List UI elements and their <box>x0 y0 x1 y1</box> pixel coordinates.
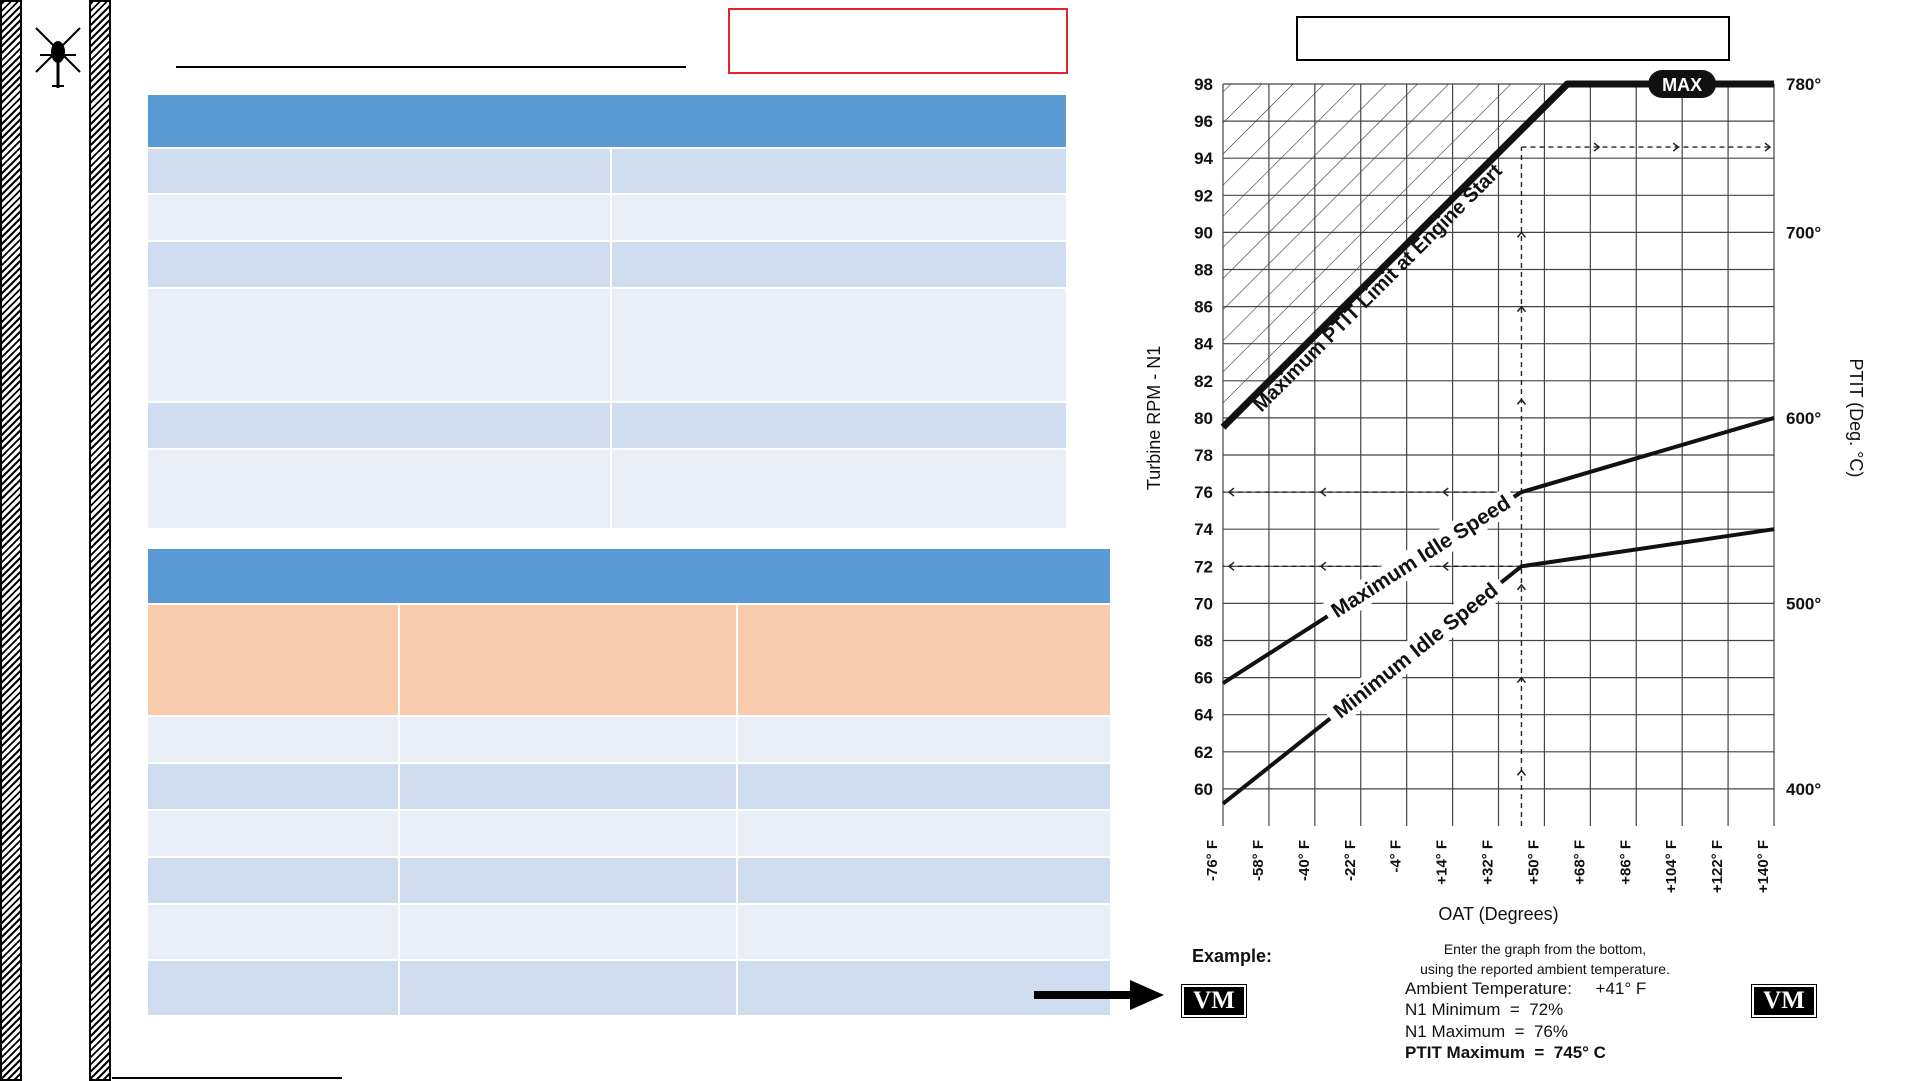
arrow-right-icon <box>1034 980 1164 1010</box>
x-tick-label: +32° F <box>1480 840 1497 885</box>
bottom-rule <box>112 1077 342 1079</box>
y-tick-label: 74 <box>1194 520 1213 539</box>
engine-start-chart: 60 62 64 66 68 70 72 74 76 78 80 82 84 86 88 90 92 94 96 98… <box>1144 70 1866 924</box>
chart-title-box <box>1296 16 1730 61</box>
limits-table <box>146 93 1068 530</box>
table-header <box>148 549 1110 603</box>
y-axis-label-left: Turbine RPM - N1 <box>1144 346 1164 490</box>
table-row <box>148 764 1110 809</box>
guide-arrow <box>1442 487 1449 497</box>
guide-arrow <box>1516 231 1527 238</box>
max-badge-bg <box>1648 70 1717 98</box>
guide-arrow <box>1442 561 1449 571</box>
y-tick-label: 78 <box>1194 446 1213 465</box>
series-label-bg <box>1322 572 1510 729</box>
y-tick-label: 76 <box>1194 483 1213 502</box>
guide-arrow <box>1516 676 1527 684</box>
x-tick-label: +140° F <box>1755 840 1772 893</box>
guide-arrow <box>1516 769 1527 776</box>
n1-minimum: N1 Minimum = 72% <box>1405 1000 1564 1019</box>
y-tick-label: 64 <box>1194 706 1213 725</box>
guide-arrow <box>1516 583 1527 591</box>
y-tick-label: 90 <box>1194 223 1213 242</box>
series-line-3 <box>1221 527 1775 806</box>
table-row <box>148 811 1110 856</box>
y-tick-label: 80 <box>1194 409 1213 428</box>
x-tick-label: +104° F <box>1663 840 1680 893</box>
table-row <box>148 289 1066 401</box>
y-tick-label: 92 <box>1194 186 1213 205</box>
guide-arrow <box>1319 561 1327 571</box>
y2-tick-label: 600° <box>1786 409 1821 428</box>
table-row <box>148 195 1066 240</box>
ambient-temperature: Ambient Temperature: +41° F <box>1405 979 1647 998</box>
x-tick-label: +86° F <box>1617 840 1634 885</box>
n1-maximum: N1 Maximum = 76% <box>1405 1022 1568 1041</box>
y2-tick-label: 700° <box>1786 223 1821 242</box>
x-tick-label: +68° F <box>1571 840 1588 885</box>
table-row <box>148 149 1066 193</box>
y-tick-label: 88 <box>1194 261 1213 280</box>
y-tick-label: 68 <box>1194 632 1213 651</box>
x-tick-label: +122° F <box>1709 840 1726 893</box>
guide-arrow <box>1764 142 1772 152</box>
y-tick-label: 96 <box>1194 112 1213 131</box>
y-tick-label: 62 <box>1194 743 1213 762</box>
x-axis-label: OAT (Degrees) <box>1438 904 1558 924</box>
title-underline <box>176 66 686 68</box>
table-header-row <box>148 605 1110 715</box>
y-tick-label: 60 <box>1194 780 1213 799</box>
x-tick-label: -58° F <box>1250 840 1267 881</box>
ptit-maximum: PTIT Maximum = 745° C <box>1405 1043 1606 1062</box>
y-tick-label: 72 <box>1194 557 1213 576</box>
example-label: Example: <box>1192 946 1273 966</box>
guide-arrow <box>1227 487 1235 497</box>
speed-table <box>146 547 1112 1017</box>
left-hatch-border <box>0 0 22 1081</box>
table-row <box>148 717 1110 762</box>
x-tick-label: +50° F <box>1525 840 1542 885</box>
x-tick-label: -4° F <box>1388 840 1405 873</box>
guide-arrow <box>1227 561 1235 571</box>
helicopter-icon <box>35 27 81 88</box>
instruction-line-1: Enter the graph from the bottom, <box>1443 941 1647 957</box>
table-row <box>148 242 1066 287</box>
y-axis-label-right: PTIT (Deg. °C) <box>1846 358 1866 477</box>
vm-badge-left: VM <box>1181 984 1247 1018</box>
y-tick-label: 86 <box>1194 298 1213 317</box>
x-tick-label: -76° F <box>1204 840 1221 881</box>
x-tick-label: -22° F <box>1342 840 1359 881</box>
y-tick-label: 84 <box>1194 335 1213 354</box>
series-label-bg <box>1320 486 1521 628</box>
table-row <box>148 858 1110 903</box>
table-row <box>148 403 1066 448</box>
table-row <box>148 905 1110 959</box>
y2-tick-label: 780° <box>1786 75 1821 94</box>
vm-badge-right: VM <box>1751 984 1817 1018</box>
guide-arrow <box>1516 305 1527 313</box>
x-tick-label: -40° F <box>1296 840 1313 881</box>
y-tick-label: 98 <box>1194 75 1213 94</box>
y2-tick-label: 500° <box>1786 594 1821 613</box>
guide-arrow <box>1593 142 1601 152</box>
x-tick-label: +14° F <box>1434 840 1451 885</box>
y2-tick-label: 400° <box>1786 780 1821 799</box>
guide-arrow <box>1319 487 1327 497</box>
y-tick-label: 70 <box>1194 594 1213 613</box>
y-tick-label: 82 <box>1194 372 1213 391</box>
instruction-line-2: using the reported ambient temperature. <box>1420 961 1670 977</box>
red-outline-box <box>728 8 1068 74</box>
series-line-2 <box>1221 415 1775 685</box>
y-tick-label: 66 <box>1194 669 1213 688</box>
guide-arrow <box>1516 398 1527 405</box>
right-hatch-border <box>89 0 111 1081</box>
table-row <box>148 450 1066 528</box>
y-tick-label: 94 <box>1194 149 1213 168</box>
max-badge: MAX <box>1662 75 1702 95</box>
guide-arrow <box>1672 142 1680 152</box>
table-row <box>148 961 1110 1015</box>
table-header <box>148 95 1066 147</box>
